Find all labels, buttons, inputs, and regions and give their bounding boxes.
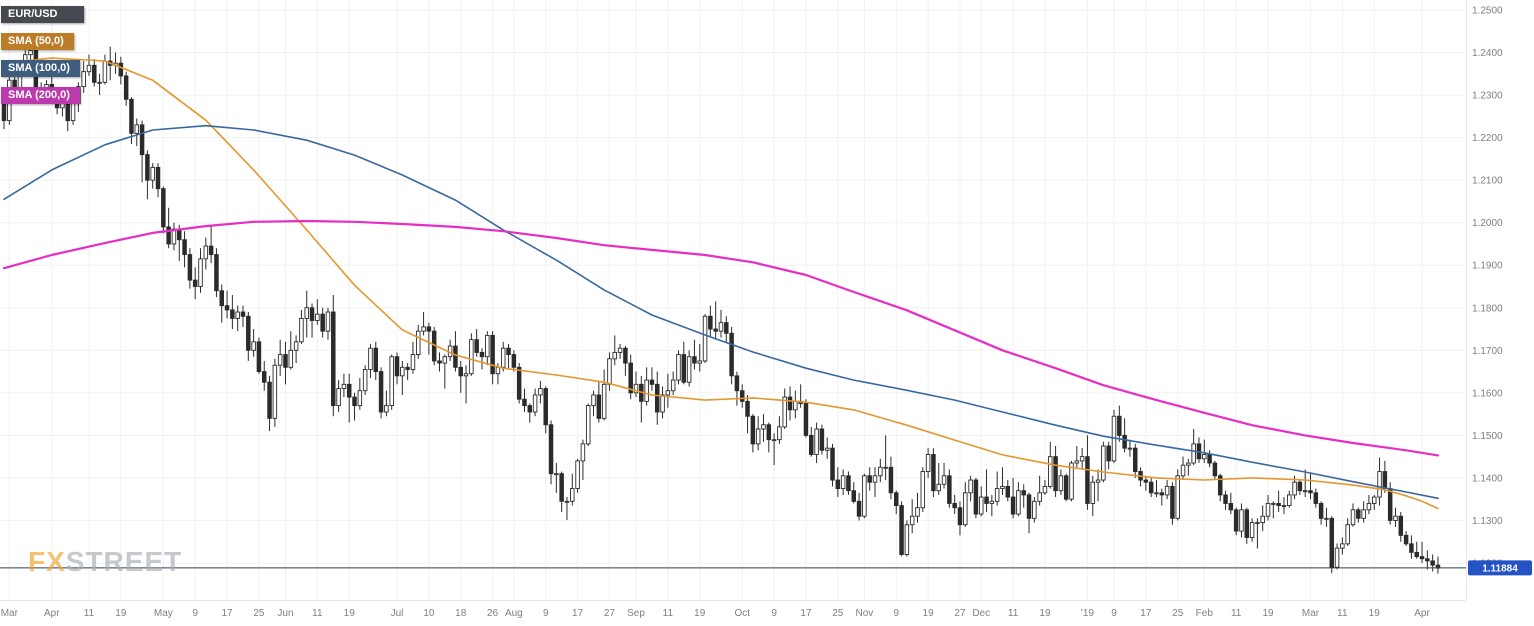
- date-tick-label: Mar: [1, 608, 19, 619]
- date-tick-label: 9: [192, 608, 198, 619]
- date-tick-label: 19: [1039, 608, 1051, 619]
- date-tick-label: 19: [1369, 608, 1381, 619]
- date-tick-label: '19: [1081, 608, 1094, 619]
- date-tick-label: 9: [893, 608, 899, 619]
- price-tick-label: 1.1600: [1472, 388, 1503, 399]
- date-tick-label: Aug: [505, 608, 523, 619]
- date-tick-label: 27: [604, 608, 616, 619]
- date-tick-label: Sep: [627, 608, 645, 619]
- current-price-badge: 1.11884: [1468, 560, 1532, 576]
- date-tick-label: 11: [84, 608, 95, 619]
- date-tick-label: 19: [115, 608, 127, 619]
- date-tick-label: 17: [800, 608, 812, 619]
- date-tick-label: 25: [832, 608, 844, 619]
- price-tick-label: 1.2000: [1472, 218, 1503, 229]
- price-tick-label: 1.1500: [1472, 431, 1503, 442]
- date-tick-label: Mar: [1302, 608, 1320, 619]
- date-tick-label: 11: [1231, 608, 1242, 619]
- sma-200-line: [2, 219, 1440, 457]
- fxstreet-logo-fx: FX: [28, 546, 66, 577]
- date-axis[interactable]: Mar Apr 11 19 May 9 17 25 Jun 11 19 Jul 10 18 26 Aug 9 17…: [1, 608, 1431, 619]
- date-tick-label: Apr: [44, 608, 60, 619]
- date-tick-label: 9: [771, 608, 777, 619]
- date-tick-label: 11: [312, 608, 323, 619]
- date-tick-label: 10: [423, 608, 435, 619]
- legend-sma-100[interactable]: SMA (100,0): [1, 60, 80, 77]
- sma-100-line: [3, 124, 1439, 500]
- date-tick-label: 19: [1262, 608, 1274, 619]
- price-tick-label: 1.2400: [1472, 48, 1503, 59]
- date-tick-label: 19: [923, 608, 935, 619]
- date-tick-label: Nov: [855, 608, 873, 619]
- date-tick-label: 18: [455, 608, 467, 619]
- date-tick-label: Jul: [391, 608, 404, 619]
- date-tick-label: 11: [1337, 608, 1348, 619]
- fxstreet-watermark: FXSTREET: [28, 546, 182, 578]
- date-tick-label: Feb: [1196, 608, 1214, 619]
- date-tick-label: 19: [344, 608, 356, 619]
- price-tick-label: 1.1800: [1472, 303, 1503, 314]
- sma-50-line: [3, 57, 1439, 510]
- price-tick-label: 1.1300: [1472, 516, 1503, 527]
- price-axis[interactable]: 1.2500 1.2400 1.2300 1.2200 1.2100 1.2000 1.19…: [1472, 6, 1503, 570]
- date-tick-label: 11: [663, 608, 674, 619]
- date-tick-label: 27: [954, 608, 966, 619]
- price-tick-label: 1.2100: [1472, 176, 1503, 187]
- date-tick-label: 25: [253, 608, 265, 619]
- candles-layer: [1, 41, 1441, 574]
- legend-symbol-eurusd[interactable]: EUR/USD: [1, 6, 84, 23]
- date-tick-label: 9: [543, 608, 549, 619]
- date-tick-label: Apr: [1414, 608, 1430, 619]
- price-tick-label: 1.2200: [1472, 133, 1503, 144]
- date-tick-label: Oct: [734, 608, 750, 619]
- date-tick-label: 17: [572, 608, 584, 619]
- date-tick-label: May: [154, 608, 173, 619]
- current-price-label: 1.11884: [1482, 563, 1518, 574]
- price-tick-label: 1.2500: [1472, 6, 1503, 17]
- fxstreet-logo-street: STREET: [65, 546, 183, 577]
- date-tick-label: 19: [694, 608, 706, 619]
- date-tick-label: 9: [1111, 608, 1117, 619]
- date-tick-label: 26: [487, 608, 499, 619]
- price-tick-label: 1.2300: [1472, 91, 1503, 102]
- date-tick-label: Jun: [277, 608, 293, 619]
- price-tick-label: 1.1900: [1472, 261, 1503, 272]
- price-tick-label: 1.1400: [1472, 473, 1503, 484]
- price-tick-label: 1.1700: [1472, 346, 1503, 357]
- legend-sma-200[interactable]: SMA (200,0): [1, 87, 80, 104]
- date-tick-label: 11: [1008, 608, 1019, 619]
- date-tick-label: Dec: [972, 608, 990, 619]
- indicator-legend: EUR/USD SMA (50,0) SMA (100,0) SMA (200,…: [1, 6, 84, 104]
- date-tick-label: 17: [1140, 608, 1152, 619]
- date-tick-label: 25: [1172, 608, 1184, 619]
- date-tick-label: 17: [221, 608, 233, 619]
- legend-sma-50[interactable]: SMA (50,0): [1, 33, 74, 50]
